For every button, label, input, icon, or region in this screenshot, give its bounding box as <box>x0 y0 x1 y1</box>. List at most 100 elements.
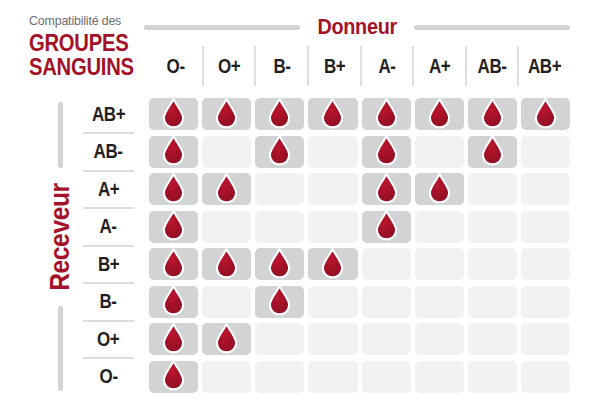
blood-drop-icon <box>267 135 292 166</box>
compatible-cell <box>468 136 517 168</box>
incompatible-cell <box>255 173 304 205</box>
blood-compatibility-chart: Compatibilité des GROUPES SANGUINS Donne… <box>0 0 600 400</box>
receiver-row-label: B+ <box>98 253 119 276</box>
receiver-row-label: O- <box>99 365 117 388</box>
donor-column-headers: O-O+B-B+A-A+AB-AB+ <box>149 46 570 86</box>
incompatible-cell <box>308 361 357 393</box>
donor-column-label: O+ <box>218 55 240 78</box>
receiver-axis-header: Receveur <box>36 98 84 393</box>
compatible-cell <box>415 98 464 130</box>
incompatible-cell <box>415 361 464 393</box>
blood-drop-icon <box>214 172 239 203</box>
receiver-divider-top <box>58 102 63 168</box>
receiver-row-label: A+ <box>98 178 119 201</box>
donor-column-label: AB+ <box>528 55 561 78</box>
donor-column-label: A- <box>378 55 395 78</box>
donor-column-header: B- <box>254 46 307 86</box>
donor-column-header: O- <box>149 46 202 86</box>
incompatible-cell <box>521 286 570 318</box>
incompatible-cell <box>308 173 357 205</box>
compatible-cell <box>149 286 198 318</box>
incompatible-cell <box>521 323 570 355</box>
compatible-cell <box>255 248 304 280</box>
incompatible-cell <box>362 361 411 393</box>
incompatible-cell <box>362 248 411 280</box>
blood-drop-icon <box>161 135 186 166</box>
incompatible-cell <box>468 361 517 393</box>
receiver-row-label: O+ <box>97 328 119 351</box>
incompatible-cell <box>415 211 464 243</box>
incompatible-cell <box>202 136 251 168</box>
blood-drop-icon <box>533 97 558 128</box>
chart-subtitle: Compatibilité des <box>29 13 139 28</box>
compatible-cell <box>149 211 198 243</box>
receiver-row-label: AB- <box>94 140 123 163</box>
blood-drop-icon <box>320 97 345 128</box>
donor-axis-label: Donneur <box>317 14 397 40</box>
blood-drop-icon <box>267 97 292 128</box>
blood-drop-icon <box>374 210 399 241</box>
blood-drop-icon <box>161 97 186 128</box>
blood-drop-icon <box>320 247 345 278</box>
compatible-cell <box>362 136 411 168</box>
donor-column-header: A+ <box>412 46 465 86</box>
compatible-cell <box>362 98 411 130</box>
receiver-divider-bottom <box>58 306 63 391</box>
compatible-cell <box>149 173 198 205</box>
incompatible-cell <box>415 286 464 318</box>
incompatible-cell <box>308 323 357 355</box>
incompatible-cell <box>202 286 251 318</box>
incompatible-cell <box>415 323 464 355</box>
incompatible-cell <box>521 361 570 393</box>
receiver-axis-label: Receveur <box>44 183 76 290</box>
donor-divider-right <box>414 25 570 30</box>
receiver-row-header: AB+ <box>83 98 134 130</box>
incompatible-cell <box>521 248 570 280</box>
compatible-cell <box>149 98 198 130</box>
donor-column-header: AB+ <box>517 46 570 86</box>
compatible-cell <box>308 248 357 280</box>
receiver-row-header: AB- <box>83 136 134 168</box>
compatible-cell <box>255 98 304 130</box>
incompatible-cell <box>521 173 570 205</box>
incompatible-cell <box>521 211 570 243</box>
chart-title-line1: GROUPES <box>29 31 135 55</box>
incompatible-cell <box>362 323 411 355</box>
receiver-row-label: AB+ <box>92 103 125 126</box>
blood-drop-icon <box>374 172 399 203</box>
compatible-cell <box>362 173 411 205</box>
compatible-cell <box>149 361 198 393</box>
blood-drop-icon <box>427 97 452 128</box>
receiver-row-headers: AB+AB-A+A-B+B-O+O- <box>83 98 134 393</box>
incompatible-cell <box>308 286 357 318</box>
blood-drop-icon <box>161 210 186 241</box>
incompatible-cell <box>362 286 411 318</box>
donor-column-header: A- <box>360 46 413 86</box>
donor-divider-left <box>144 25 300 30</box>
chart-title-line2: SANGUINS <box>29 55 135 79</box>
incompatible-cell <box>308 211 357 243</box>
incompatible-cell <box>468 248 517 280</box>
compatible-cell <box>149 248 198 280</box>
incompatible-cell <box>468 173 517 205</box>
incompatible-cell <box>308 136 357 168</box>
donor-column-label: A+ <box>429 55 450 78</box>
blood-drop-icon <box>267 285 292 316</box>
incompatible-cell <box>521 136 570 168</box>
compatible-cell <box>308 98 357 130</box>
blood-drop-icon <box>161 285 186 316</box>
blood-drop-icon <box>480 97 505 128</box>
incompatible-cell <box>468 286 517 318</box>
donor-column-label: O- <box>166 55 184 78</box>
incompatible-cell <box>468 323 517 355</box>
incompatible-cell <box>202 211 251 243</box>
incompatible-cell <box>415 136 464 168</box>
compatible-cell <box>202 173 251 205</box>
incompatible-cell <box>255 361 304 393</box>
incompatible-cell <box>202 361 251 393</box>
blood-drop-icon <box>480 135 505 166</box>
blood-drop-icon <box>161 360 186 391</box>
chart-title-block: Compatibilité des GROUPES SANGUINS <box>29 13 149 79</box>
donor-column-header: O+ <box>202 46 255 86</box>
donor-axis-header: Donneur <box>144 16 570 38</box>
